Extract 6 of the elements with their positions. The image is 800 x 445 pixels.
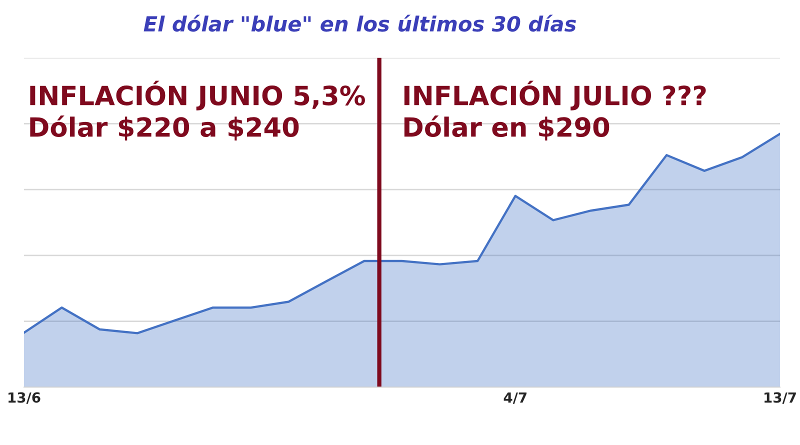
chart-title: El dólar "blue" en los últimos 30 días — [144, 14, 576, 32]
x-tick-label: 4/7 — [504, 392, 526, 404]
annotation: INFLACIÓN JUNIO 5,3% Dólar $220 a $240 — [30, 80, 365, 141]
x-tick-label: 13/6 — [8, 392, 40, 404]
annotation: INFLACIÓN JULIO ??? Dólar en $290 — [404, 80, 706, 141]
x-tick-label: 13/7 — [764, 392, 796, 404]
